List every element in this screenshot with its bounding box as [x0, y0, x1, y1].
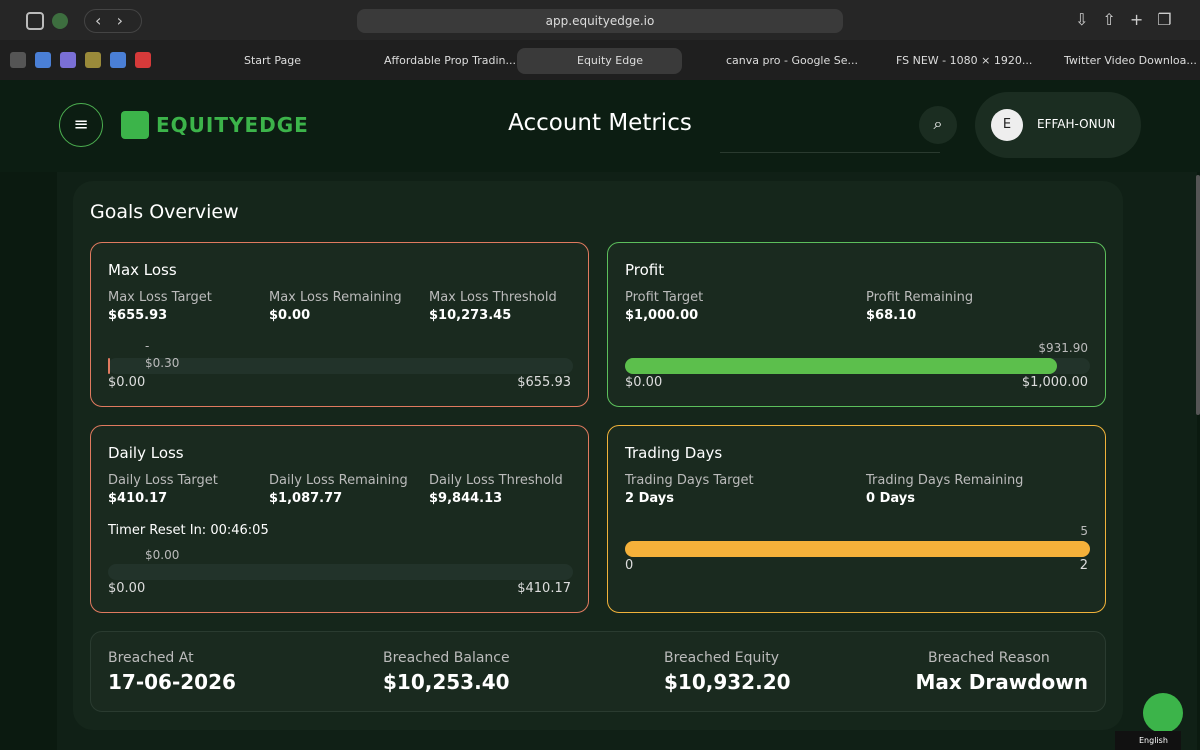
breach-label: Breached At [108, 650, 194, 666]
trading-days-card: Trading Days Trading Days Target 2 Days … [607, 425, 1106, 613]
breach-panel: Breached At 17-06-2026 Breached Balance … [90, 631, 1106, 712]
breach-value: Max Drawdown [915, 670, 1088, 694]
tab-bar: Start Page Affordable Prop Tradin... Equ… [0, 40, 1200, 80]
bar-label: 5 [1080, 524, 1088, 538]
card-title: Daily Loss [108, 444, 184, 462]
metric-value: $68.10 [866, 308, 917, 323]
tab[interactable]: canva pro - Google Se... [726, 54, 858, 67]
breach-label: Breached Balance [383, 650, 510, 666]
metric-value: 0 Days [866, 491, 915, 506]
section-title: Goals Overview [90, 201, 239, 223]
profile-button[interactable] [52, 13, 68, 29]
metric-value: $0.00 [269, 308, 311, 323]
breach-label: Breached Reason [928, 650, 1050, 666]
metric-value: $1,000.00 [625, 308, 699, 323]
search-button[interactable]: ⌕ [919, 106, 957, 144]
tab[interactable]: Twitter Video Downloa... [1064, 54, 1197, 67]
metric-label: Trading Days Target [625, 473, 754, 488]
max-loss-card: Max Loss Max Loss Target $655.93 Max Los… [90, 242, 589, 407]
card-title: Max Loss [108, 261, 177, 279]
metric-value: $655.93 [108, 308, 168, 323]
metric-label: Max Loss Threshold [429, 290, 557, 305]
bar-label: $0.30 [145, 356, 180, 370]
tab[interactable]: FS NEW - 1080 × 1920... [896, 54, 1033, 67]
metric-label: Daily Loss Target [108, 473, 218, 488]
breach-value: $10,932.20 [664, 670, 791, 694]
bar-min: $0.00 [108, 375, 146, 390]
progress-bar [108, 564, 573, 580]
metric-value: $410.17 [108, 491, 168, 506]
metric-label: Max Loss Target [108, 290, 212, 305]
metric-value: $9,844.13 [429, 491, 503, 506]
progress-bar [108, 358, 573, 374]
metric-value: 2 Days [625, 491, 674, 506]
daily-loss-card: Daily Loss Daily Loss Target $410.17 Dai… [90, 425, 589, 613]
metric-label: Profit Target [625, 290, 704, 305]
breach-value: 17-06-2026 [108, 670, 236, 694]
bar-max: $1,000.00 [1021, 375, 1088, 390]
metric-label: Trading Days Remaining [866, 473, 1024, 488]
metric-label: Daily Loss Remaining [269, 473, 408, 488]
logo: EQUITYEDGE [156, 113, 309, 137]
bar-min: 0 [625, 558, 634, 573]
progress-bar [625, 358, 1090, 374]
address-bar[interactable]: app.equityedge.io [357, 9, 843, 33]
app-header: ≡ EQUITYEDGE Account Metrics ⌕ E EFFAH-O… [0, 80, 1200, 172]
logo-icon [121, 111, 149, 139]
bar-min: $0.00 [108, 581, 146, 596]
timer: Timer Reset In: 00:46:05 [108, 523, 269, 538]
metric-label: Max Loss Remaining [269, 290, 402, 305]
scrollbar [1196, 175, 1200, 415]
browser-toolbar: ‹ › app.equityedge.io ⇩⇧+❐ [0, 0, 1200, 40]
card-title: Trading Days [625, 444, 723, 462]
goals-panel: Goals Overview Max Loss Max Loss Target … [73, 181, 1123, 730]
username: EFFAH-ONUN [1037, 117, 1116, 131]
user-menu[interactable]: E EFFAH-ONUN [975, 92, 1141, 158]
tab[interactable]: Start Page [244, 54, 301, 67]
profit-card: Profit Profit Target $1,000.00 Profit Re… [607, 242, 1106, 407]
bar-max: 2 [1079, 558, 1088, 573]
metric-value: $1,087.77 [269, 491, 343, 506]
pinned-tabs[interactable] [10, 52, 170, 70]
tab[interactable]: Equity Edge [517, 48, 682, 74]
language-selector[interactable]: English [1115, 731, 1181, 750]
bar-max: $410.17 [517, 581, 571, 596]
bar-marker: - [145, 339, 150, 353]
avatar: E [991, 109, 1023, 141]
metric-label: Profit Remaining [866, 290, 974, 305]
card-title: Profit [625, 261, 665, 279]
metric-value: $10,273.45 [429, 308, 512, 323]
bar-min: $0.00 [625, 375, 663, 390]
menu-button[interactable]: ≡ [59, 103, 103, 147]
sidebar-button[interactable] [26, 12, 44, 30]
breach-value: $10,253.40 [383, 670, 510, 694]
chat-button[interactable] [1143, 693, 1183, 733]
progress-bar [625, 541, 1090, 557]
bar-label: $0.00 [145, 548, 180, 562]
bar-label: $931.90 [1038, 341, 1088, 355]
toolbar-icons[interactable]: ⇩⇧+❐ [1075, 10, 1186, 29]
metric-label: Daily Loss Threshold [429, 473, 563, 488]
tab[interactable]: Affordable Prop Tradin... [384, 54, 516, 67]
bar-max: $655.93 [517, 375, 571, 390]
nav-buttons[interactable]: ‹ › [84, 9, 142, 33]
divider [720, 152, 940, 153]
page-title: Account Metrics [508, 110, 692, 136]
breach-label: Breached Equity [664, 650, 780, 666]
